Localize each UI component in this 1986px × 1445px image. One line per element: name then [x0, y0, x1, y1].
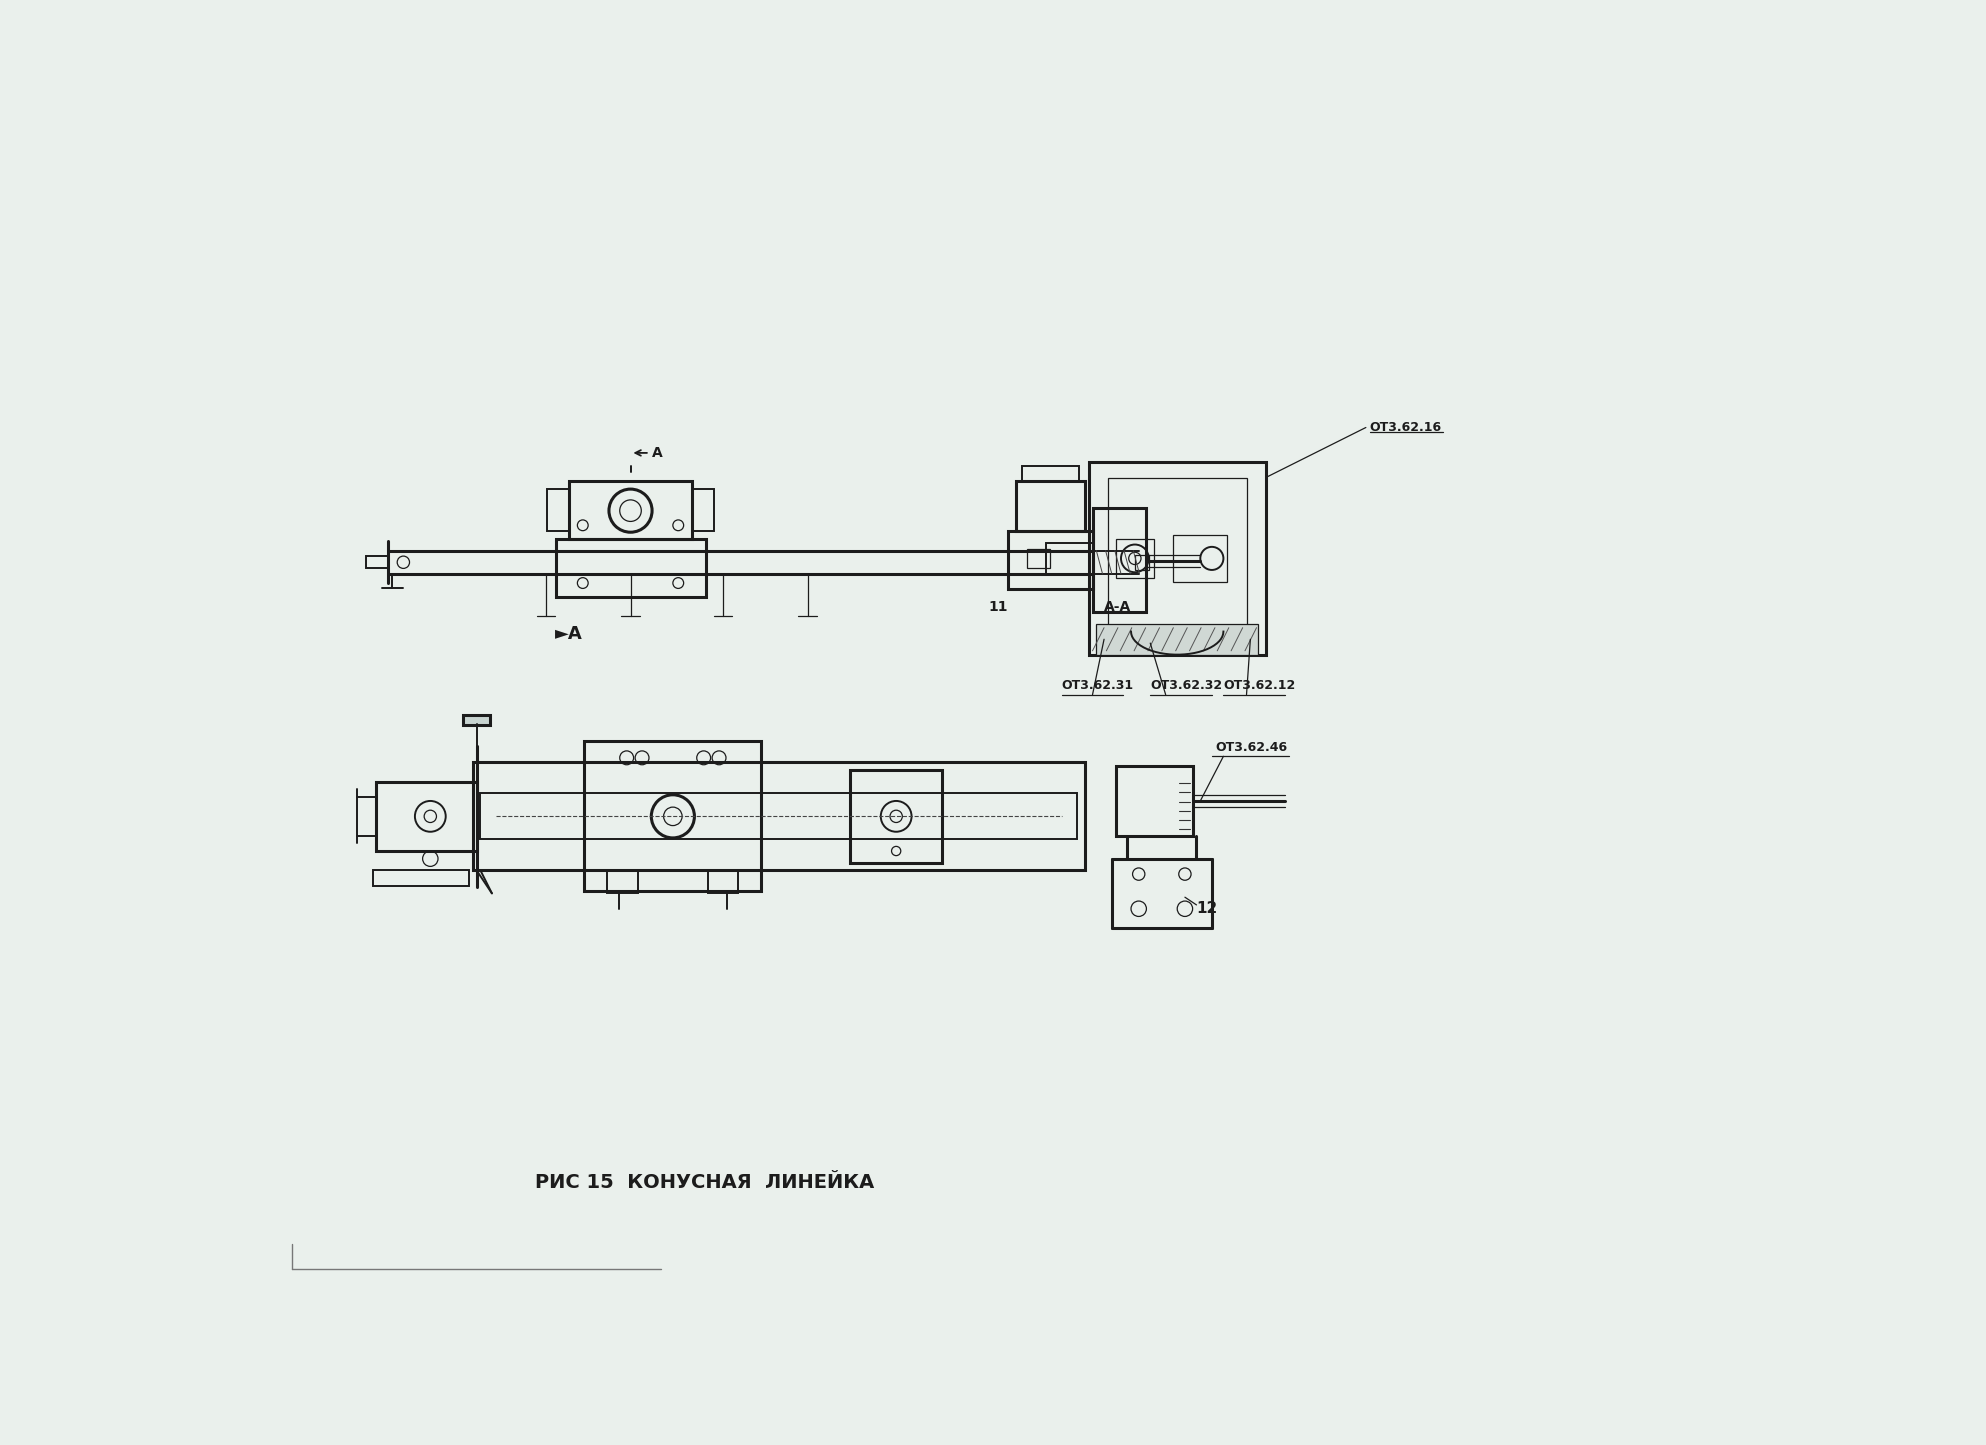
Text: РИС 15  КОНУСНАЯ  ЛИНЕЙКА: РИС 15 КОНУСНАЯ ЛИНЕЙКА [534, 1173, 874, 1192]
Bar [1134, 555, 1148, 569]
Bar [568, 481, 691, 539]
Text: ОТ3.62.16: ОТ3.62.16 [1370, 420, 1442, 433]
Bar [481, 793, 1076, 840]
Text: А: А [651, 447, 663, 460]
Bar [1007, 532, 1092, 590]
Bar [365, 556, 387, 568]
Bar [1088, 462, 1265, 655]
Text: ОТ3.62.32: ОТ3.62.32 [1150, 679, 1223, 692]
Bar [373, 870, 469, 886]
Text: ОТ3.62.46: ОТ3.62.46 [1215, 741, 1287, 754]
Bar [1015, 481, 1084, 532]
Text: 12: 12 [1196, 900, 1217, 916]
Bar [584, 741, 761, 892]
Bar [377, 782, 477, 851]
Bar [1096, 624, 1257, 655]
Text: ►A: ►A [554, 626, 582, 643]
Bar [707, 870, 739, 893]
Bar [1047, 543, 1092, 574]
Bar [1021, 465, 1078, 481]
Bar [1108, 477, 1247, 639]
Text: A-A: A-A [1104, 600, 1132, 614]
Bar [556, 539, 705, 597]
Bar [1116, 766, 1194, 835]
Bar [548, 488, 568, 532]
Bar [463, 715, 491, 725]
Bar [473, 763, 1084, 870]
Bar [850, 770, 943, 863]
Text: ОТ3.62.31: ОТ3.62.31 [1063, 679, 1134, 692]
Bar [1027, 549, 1051, 568]
Bar [691, 488, 713, 532]
Bar [608, 870, 638, 893]
Bar [1092, 509, 1146, 613]
Bar [1174, 535, 1227, 581]
Text: ОТ3.62.12: ОТ3.62.12 [1223, 679, 1295, 692]
Bar [1116, 539, 1154, 578]
Text: 11: 11 [989, 600, 1009, 614]
